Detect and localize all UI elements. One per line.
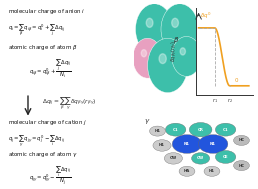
Text: $q_i = \sum_\beta q_{i\beta} = q_i^0 + \sum_j \Delta q_{ij}$: $q_i = \sum_\beta q_{i\beta} = q_i^0 + \… [8, 23, 66, 39]
Text: HC: HC [238, 163, 245, 168]
Text: C1: C1 [223, 128, 228, 132]
Text: CE: CE [223, 155, 228, 159]
Text: N1: N1 [184, 142, 190, 146]
Text: CR: CR [198, 128, 204, 132]
Text: $\gamma$: $\gamma$ [144, 117, 150, 125]
Circle shape [172, 18, 179, 27]
Text: HA: HA [184, 169, 190, 173]
Circle shape [172, 36, 201, 76]
Text: C1: C1 [173, 128, 179, 132]
Text: H1: H1 [155, 129, 160, 133]
Circle shape [146, 18, 153, 27]
Circle shape [233, 135, 249, 146]
Text: $\delta q_{\beta\gamma}(r_{\beta\gamma})$: $\delta q_{\beta\gamma}(r_{\beta\gamma})… [170, 40, 180, 62]
Text: CW: CW [197, 156, 204, 160]
Text: $q_{i\beta} = q_{i\beta}^0 + \dfrac{\sum_j \Delta q_{ij}}{N_i}$: $q_{i\beta} = q_{i\beta}^0 + \dfrac{\sum… [29, 58, 71, 80]
Text: $\beta$: $\beta$ [173, 35, 179, 45]
Text: atomic charge of atom $\gamma$: atomic charge of atom $\gamma$ [8, 150, 78, 159]
Text: H1: H1 [159, 143, 165, 147]
Text: $q_j = \sum_\gamma q_{j\gamma} = q_j^0 - \sum_i \Delta q_{ij}$: $q_j = \sum_\gamma q_{j\gamma} = q_j^0 -… [8, 133, 66, 149]
Text: atomic charge of atom $\beta$: atomic charge of atom $\beta$ [8, 43, 78, 52]
Text: CW: CW [170, 156, 177, 160]
Text: $r_2$: $r_2$ [227, 96, 233, 105]
Circle shape [189, 122, 212, 137]
Circle shape [172, 135, 202, 153]
Text: molecular charge of cation $j$: molecular charge of cation $j$ [8, 118, 87, 127]
Circle shape [164, 153, 182, 164]
Text: $\delta q^0$: $\delta q^0$ [200, 10, 211, 21]
Circle shape [191, 153, 210, 164]
Circle shape [165, 123, 186, 136]
Text: $q_{j\gamma} = q_{j\gamma}^0 - \dfrac{\sum_i \Delta q_{ij}}{N_j}$: $q_{j\gamma} = q_{j\gamma}^0 - \dfrac{\s… [29, 164, 71, 187]
Circle shape [133, 38, 162, 78]
Text: molecular charge of anion $i$: molecular charge of anion $i$ [8, 6, 86, 15]
Circle shape [159, 54, 166, 64]
Text: H1: H1 [209, 169, 215, 173]
Text: HC: HC [238, 138, 245, 143]
Text: $\Delta q_{ij} = \sum_\beta \sum_\gamma \delta q_{\beta\gamma}(r_{\beta\gamma})$: $\Delta q_{ij} = \sum_\beta \sum_\gamma … [42, 96, 96, 113]
Text: 0: 0 [235, 78, 238, 83]
Circle shape [215, 150, 236, 163]
Circle shape [153, 140, 171, 151]
Text: $r_1$: $r_1$ [212, 96, 217, 105]
Circle shape [135, 4, 173, 55]
Circle shape [148, 38, 188, 93]
Circle shape [141, 50, 147, 57]
Circle shape [198, 135, 228, 153]
Circle shape [180, 48, 186, 55]
Circle shape [204, 166, 220, 176]
Text: N1: N1 [210, 142, 216, 146]
Circle shape [179, 166, 195, 176]
Circle shape [150, 126, 165, 136]
Circle shape [215, 123, 236, 136]
Circle shape [161, 4, 199, 55]
Circle shape [233, 160, 249, 171]
